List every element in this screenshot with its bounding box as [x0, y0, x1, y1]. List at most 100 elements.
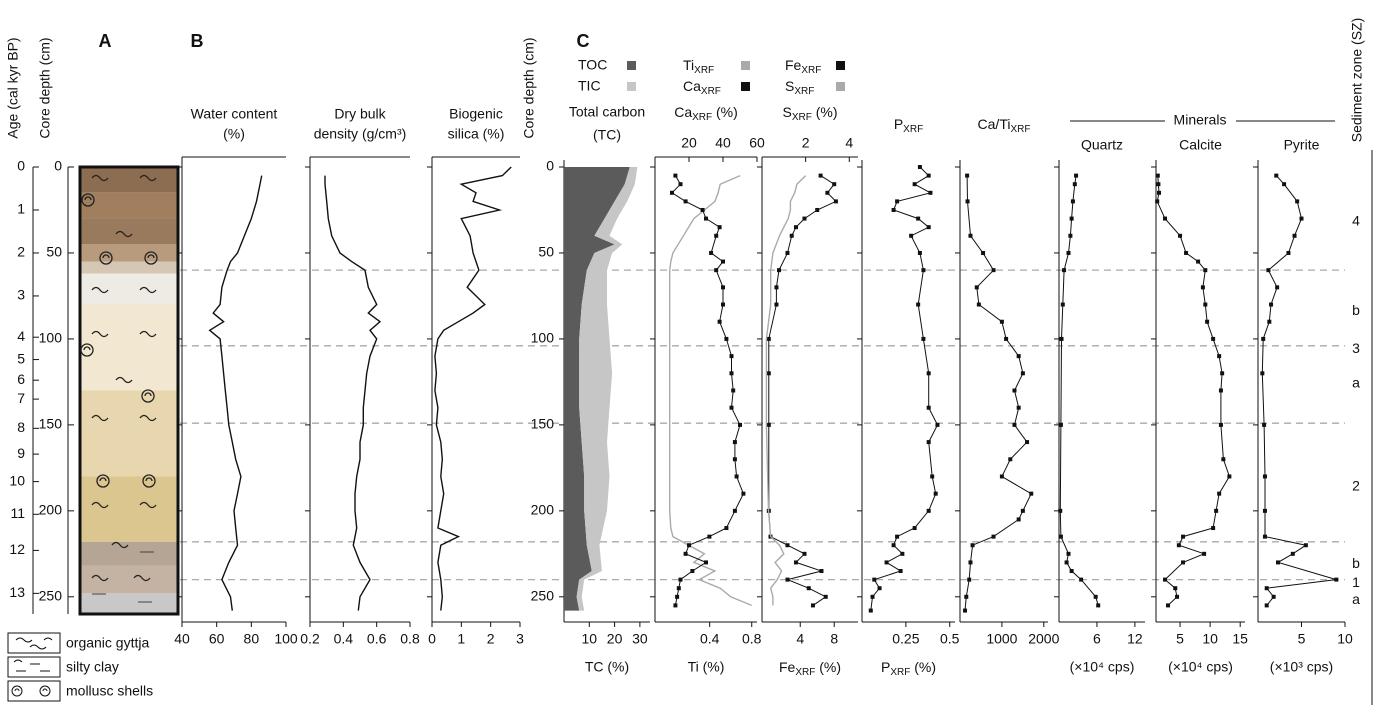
x-tick-label: 3	[516, 631, 524, 647]
data-line	[964, 175, 1032, 611]
data-point	[729, 371, 734, 376]
panel: 0 1 2 3 Biogenic silica (%)	[427, 106, 524, 647]
age-tick-label: 5	[17, 350, 25, 366]
data-point	[935, 422, 940, 427]
x-axis-label: (×10⁴ cps)	[1168, 659, 1233, 675]
legend-label: TIC	[578, 78, 601, 94]
age-tick-label: 12	[9, 541, 25, 557]
depth-axis-label: Core depth (cm)	[521, 37, 537, 138]
panel: 6 12 Quartz (×10⁴ cps)	[1054, 137, 1145, 675]
age-tick-label: 0	[17, 158, 25, 174]
legend-label: mollusc shells	[66, 683, 153, 699]
legend-label: CaXRF	[683, 78, 721, 97]
x-tick-label: 40	[174, 631, 190, 647]
data-point	[1157, 190, 1162, 195]
panel-title: Ca/TiXRF	[978, 116, 1031, 135]
x-tick-label: 0.4	[700, 631, 720, 647]
panel-label: C	[577, 31, 590, 51]
data-point	[1004, 336, 1009, 341]
data-point	[1221, 457, 1226, 462]
data-point	[926, 405, 931, 410]
legend-swatch	[627, 61, 636, 70]
lithology-symbol	[139, 501, 157, 509]
panel-title: Dry bulk	[334, 106, 386, 122]
data-point	[734, 474, 739, 479]
lithology-layer	[80, 390, 178, 477]
data-point	[1271, 594, 1276, 599]
data-point	[1096, 603, 1101, 608]
data-point	[965, 173, 970, 178]
data-point	[917, 165, 922, 169]
x-tick-label: 4	[796, 631, 804, 647]
lithology-symbol	[91, 501, 109, 509]
x-tick-label: 0.4	[334, 631, 354, 647]
lithology-symbol	[115, 376, 133, 384]
data-point	[833, 199, 838, 204]
legend-label: organic gyttja	[66, 635, 149, 651]
age-tick-label: 6	[17, 371, 25, 387]
data-line	[765, 175, 807, 606]
data-point	[1012, 388, 1017, 393]
lithology-symbol	[81, 193, 95, 207]
text-part: XRF	[794, 86, 814, 97]
data-point	[825, 190, 830, 195]
data-point	[895, 199, 900, 204]
data-point	[1163, 577, 1168, 582]
depth-tick-label: 50	[46, 244, 62, 260]
data-point	[802, 216, 807, 221]
data-point	[1181, 534, 1186, 539]
data-point	[1200, 285, 1205, 290]
data-point	[1286, 250, 1291, 255]
depth-tick-label: 250	[39, 588, 63, 604]
x-tick-label: 5	[1298, 631, 1306, 647]
data-point	[1262, 422, 1267, 427]
x-tick-label: 2000	[1028, 631, 1059, 647]
data-point	[793, 225, 798, 230]
depth-tick-label: 0	[546, 158, 554, 174]
data-line	[434, 166, 512, 611]
x-tick-label: 6	[1093, 631, 1101, 647]
data-point	[815, 207, 820, 212]
data-point	[912, 182, 917, 187]
data-point	[738, 422, 742, 427]
data-point	[1074, 173, 1079, 178]
x-tick-label: 15	[1232, 631, 1248, 647]
data-area	[564, 167, 630, 611]
x-axis-label: (×10⁴ cps)	[1070, 659, 1135, 675]
data-point	[891, 207, 896, 212]
lithology-layer	[80, 244, 178, 262]
data-point	[900, 551, 905, 556]
data-point	[970, 543, 975, 548]
lithology-frame	[78, 165, 180, 616]
x-tick-label: 0.2	[300, 631, 320, 647]
data-point	[1012, 422, 1017, 427]
data-point	[981, 250, 986, 255]
data-point	[1016, 405, 1021, 410]
x-tick-label: 2	[487, 631, 495, 647]
text-part: S	[785, 78, 794, 94]
legend-swatch	[627, 82, 636, 91]
data-point	[1214, 508, 1219, 513]
data-point	[967, 577, 972, 582]
legend-box	[7, 680, 61, 702]
data-point	[917, 250, 922, 255]
data-point	[818, 173, 823, 178]
x-tick-label: 12	[1127, 631, 1143, 647]
data-point	[1155, 199, 1160, 204]
data-point	[724, 336, 729, 341]
panel-title: Water content	[191, 106, 278, 122]
data-point	[707, 534, 712, 539]
data-point	[1070, 199, 1075, 204]
legend-label: SXRF	[785, 78, 814, 97]
zone-label: b	[1352, 555, 1360, 571]
text-part: Fe	[779, 659, 796, 675]
text-part: XRF	[792, 112, 812, 123]
depth-tick-label: 100	[39, 330, 63, 346]
data-point	[673, 173, 678, 178]
lithology-symbol	[91, 414, 109, 422]
lithology-symbol	[139, 330, 157, 338]
data-point	[999, 474, 1004, 479]
age-tick-label: 11	[10, 505, 25, 521]
x-tick-label: 1	[457, 631, 465, 647]
